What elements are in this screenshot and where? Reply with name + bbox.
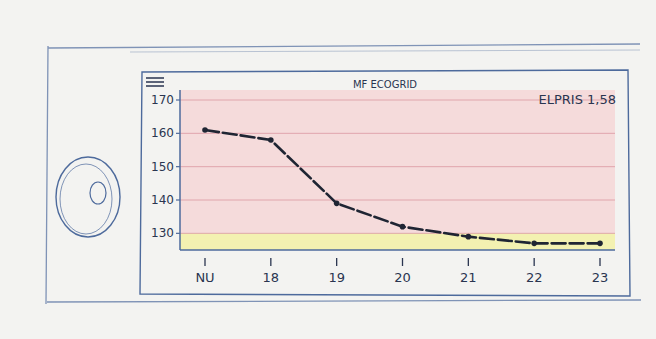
x-tick-label: 19 <box>328 270 345 285</box>
data-point <box>400 224 406 230</box>
chart: 130 140 150 160 170 NU 18 19 20 21 22 23 MF ECOGRID E… <box>0 0 656 339</box>
data-point <box>202 127 208 133</box>
y-tick-label: 140 <box>151 193 174 207</box>
y-tick-label: 170 <box>151 93 174 107</box>
grid-line <box>180 133 615 134</box>
x-tick <box>270 258 271 266</box>
red-zone <box>180 90 615 233</box>
x-axis <box>180 249 615 251</box>
title: MF ECOGRID <box>353 79 417 90</box>
x-tick <box>468 258 469 266</box>
grid-line <box>180 233 615 234</box>
y-tick-label: 150 <box>151 160 174 174</box>
x-tick <box>599 258 600 266</box>
data-point <box>466 234 472 240</box>
doodle <box>90 182 106 204</box>
panel-frame <box>140 70 630 296</box>
x-tick-label: 22 <box>526 270 543 285</box>
plot-group <box>202 127 603 246</box>
x-tick-label: 18 <box>263 270 280 285</box>
yellow-zone <box>180 233 615 250</box>
x-tick-label: NU <box>195 270 214 285</box>
sketch-frame <box>46 44 641 304</box>
data-point <box>531 241 537 247</box>
grid-line <box>180 166 615 167</box>
x-tick <box>336 258 337 266</box>
y-tick-label: 130 <box>151 226 174 240</box>
doodle <box>56 157 120 237</box>
data-line <box>205 130 600 243</box>
x-tick <box>402 258 403 266</box>
grid-line <box>180 200 615 201</box>
y-tick-label: 160 <box>151 126 174 140</box>
x-tick <box>534 258 535 266</box>
data-point <box>597 241 603 247</box>
data-point <box>334 201 340 207</box>
background <box>0 0 656 339</box>
sketch-frame-line <box>130 50 640 52</box>
doodle <box>60 164 112 234</box>
x-tick-label: 20 <box>394 270 411 285</box>
x-tick-label: 23 <box>592 270 609 285</box>
y-axis <box>179 90 181 250</box>
x-tick-label: 21 <box>460 270 477 285</box>
annotation: ELPRIS 1,58 <box>539 92 617 107</box>
menu-icon <box>146 78 164 86</box>
data-point <box>268 137 274 143</box>
x-tick <box>204 258 205 266</box>
